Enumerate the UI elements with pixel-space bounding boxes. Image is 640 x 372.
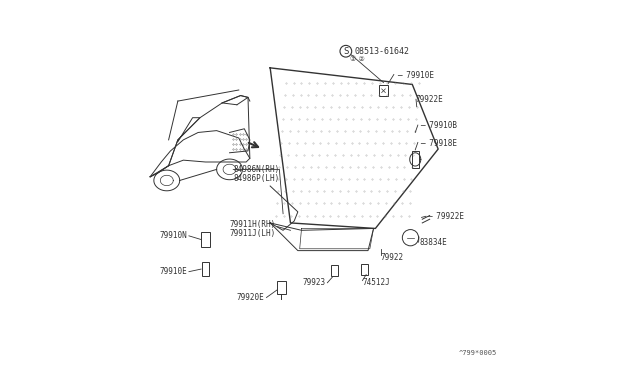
Text: 84986P(LH): 84986P(LH) [233,174,280,183]
Text: 79910E: 79910E [159,267,187,276]
Text: ─ 79910B: ─ 79910B [420,121,457,129]
Text: 84986N(RH): 84986N(RH) [233,165,280,174]
Text: 79920E: 79920E [237,293,264,302]
Text: 79922E: 79922E [416,95,444,104]
Text: ─ 79918E: ─ 79918E [420,139,457,148]
Text: 79922: 79922 [381,253,404,263]
Text: ^799*0005: ^799*0005 [459,350,497,356]
Text: 74512J: 74512J [362,278,390,287]
Text: ─ 79910E: ─ 79910E [397,71,435,80]
Text: 08513-61642: 08513-61642 [355,47,410,56]
Text: 79910N: 79910N [159,231,187,240]
Text: 79911J(LH): 79911J(LH) [230,230,276,238]
Text: ─ 79922E: ─ 79922E [427,212,464,221]
Text: ① ②: ① ② [350,56,365,62]
Text: 79911H(RH): 79911H(RH) [230,220,276,229]
Text: S: S [343,47,349,56]
Text: 79923: 79923 [303,278,326,287]
Text: 83834E: 83834E [420,238,447,247]
